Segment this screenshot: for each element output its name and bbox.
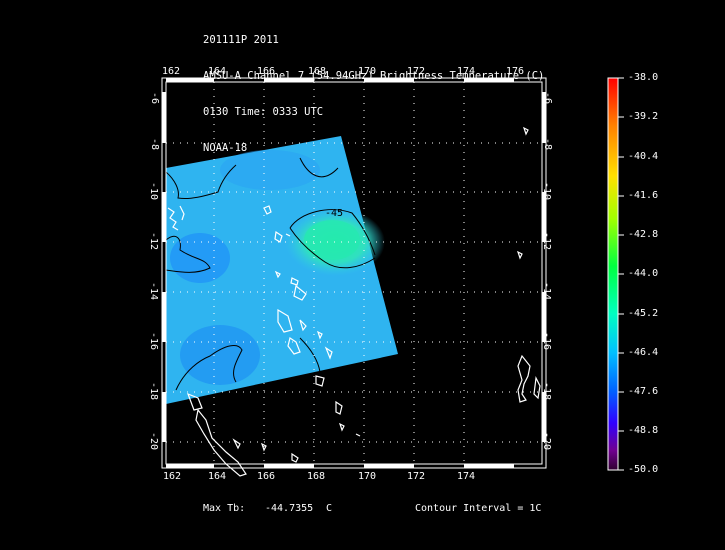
coastline-layer <box>167 126 541 477</box>
coastline <box>277 308 293 333</box>
colorbar-label: -46.4 <box>628 347 659 358</box>
lon-tick-bottom: 164 <box>208 471 227 482</box>
lon-tick-bottom: 170 <box>358 471 377 482</box>
coastline <box>516 250 523 260</box>
colorbar-ticks <box>618 77 624 471</box>
coastline <box>285 233 291 237</box>
lat-tick-right: -6 <box>542 91 554 105</box>
colorbar-label: -38.0 <box>628 72 659 83</box>
graticule <box>166 82 542 466</box>
colorbar-label: -50.0 <box>628 464 659 475</box>
lon-tick-bottom: 162 <box>163 471 182 482</box>
lon-tick-top: 176 <box>506 66 525 77</box>
lat-tick-left: -18 <box>148 381 160 401</box>
contour-line <box>166 235 211 273</box>
lat-tick-right: -14 <box>541 281 553 301</box>
coastline <box>291 452 299 463</box>
lat-tick-right: -12 <box>541 231 553 251</box>
lat-tick-right: -18 <box>541 381 553 401</box>
figure-header: 201111P 2011 AMSU-A Channel 7 (54.94GHz)… <box>203 10 544 166</box>
header-storm-id: 201111P 2011 <box>203 34 279 46</box>
coastline <box>232 438 241 450</box>
lat-tick-left: -14 <box>148 281 160 301</box>
swath-layer <box>166 136 398 404</box>
colorbar-label: -44.0 <box>628 268 659 279</box>
contour-interval: Contour Interval = 1C <box>415 503 542 514</box>
coastline <box>274 230 283 243</box>
lat-tick-left: -12 <box>148 231 160 251</box>
coastline <box>290 277 299 286</box>
colorbar-label: -42.8 <box>628 229 659 240</box>
coastline <box>533 375 541 400</box>
coastline <box>335 400 343 415</box>
coastline <box>287 337 301 355</box>
coastline <box>274 270 281 279</box>
lon-tick-top: 166 <box>257 66 276 77</box>
lon-tick-top: 162 <box>162 66 181 77</box>
colorbar-label: -40.4 <box>628 151 659 162</box>
cool-patch <box>170 233 230 283</box>
lat-tick-left: -10 <box>148 181 160 201</box>
coastline <box>315 375 325 387</box>
cool-patch <box>180 325 260 385</box>
lat-tick-right: -10 <box>541 181 553 201</box>
coastline <box>338 422 345 432</box>
coastline <box>260 442 267 452</box>
map-frame <box>161 77 547 469</box>
contour-line <box>289 227 376 269</box>
lat-tick-left: -6 <box>149 91 161 105</box>
coastline <box>195 408 247 477</box>
lon-tick-top: 168 <box>308 66 327 77</box>
colorbar-label: -47.6 <box>628 386 659 397</box>
colorbar-label: -39.2 <box>628 111 659 122</box>
max-tb-value: -44.7355 <box>265 503 314 514</box>
lat-tick-right: -16 <box>541 331 553 351</box>
coastline <box>179 205 185 221</box>
contour-line <box>166 164 237 199</box>
contour-line <box>175 344 243 391</box>
coastline <box>316 330 323 340</box>
lon-tick-top: 170 <box>358 66 377 77</box>
coastline <box>522 126 529 136</box>
coastline <box>355 433 361 437</box>
cool-patch <box>220 150 320 190</box>
coastline <box>293 284 307 301</box>
lat-tick-left: -8 <box>149 137 161 151</box>
coastline <box>263 205 272 215</box>
contour-line <box>299 337 321 373</box>
coastline <box>186 392 203 411</box>
coastline <box>517 354 531 403</box>
max-tb-unit: C <box>326 503 333 514</box>
max-tb-label: Max Tb: <box>203 503 246 514</box>
coastline <box>324 346 333 360</box>
contour-line <box>299 157 339 178</box>
warm-core <box>304 220 360 260</box>
lon-tick-bottom: 172 <box>407 471 426 482</box>
lon-tick-bottom: 174 <box>457 471 476 482</box>
colorbar-label: -45.2 <box>628 308 659 319</box>
colorbar-label: -41.6 <box>628 190 659 201</box>
lon-tick-bottom: 168 <box>307 471 326 482</box>
lat-tick-right: -8 <box>542 137 554 151</box>
coastline <box>167 207 179 231</box>
contour-label: -45 <box>325 208 344 219</box>
lon-tick-bottom: 166 <box>257 471 276 482</box>
colorbar-label: -48.8 <box>628 425 659 436</box>
header-time: 0130 Time: 0333 UTC <box>203 106 324 118</box>
lat-tick-left: -20 <box>148 431 160 451</box>
lat-tick-left: -16 <box>148 331 160 351</box>
colorbar-gradient <box>607 77 619 471</box>
coastline <box>299 319 307 332</box>
lon-tick-top: 172 <box>407 66 426 77</box>
lat-tick-right: -20 <box>541 431 553 451</box>
contour-line <box>289 209 376 256</box>
lon-tick-top: 164 <box>208 66 227 77</box>
lon-tick-top: 174 <box>457 66 476 77</box>
